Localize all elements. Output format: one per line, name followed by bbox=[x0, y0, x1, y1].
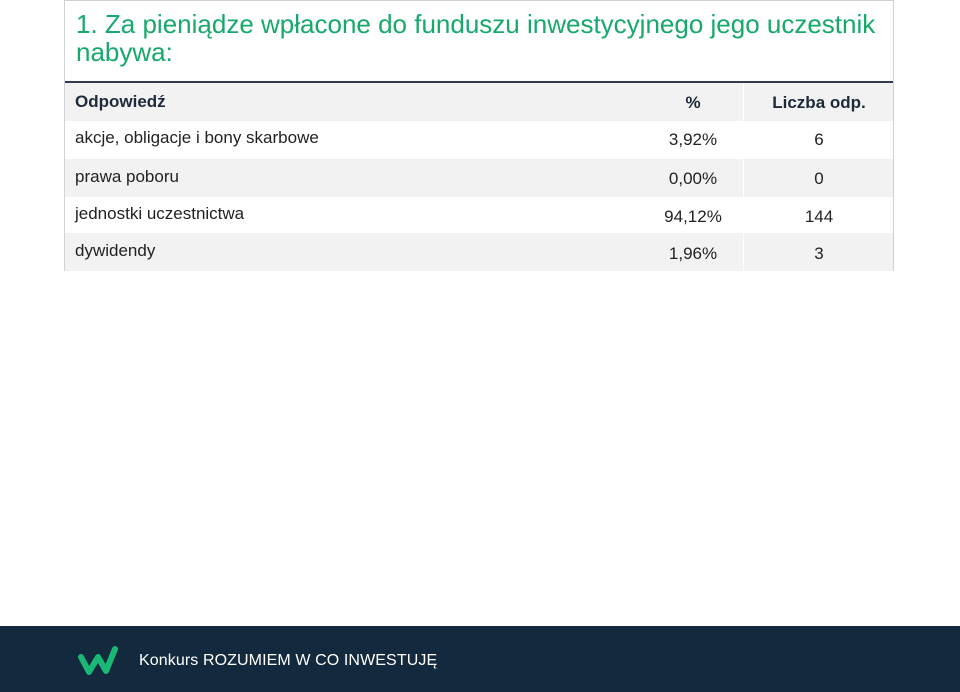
answer-cell: akcje, obligacje i bony skarbowe bbox=[75, 128, 319, 147]
answer-cell: jednostki uczestnictwa bbox=[75, 204, 245, 223]
answer-cell: prawa poboru bbox=[75, 167, 179, 186]
answer-cell: dywidendy bbox=[75, 241, 156, 260]
question-title: 1. Za pieniądze wpłacone do funduszu inw… bbox=[76, 9, 876, 67]
column-divider bbox=[743, 159, 744, 197]
count-cell: 6 bbox=[814, 130, 824, 149]
table-row: jednostki uczestnictwa 94,12% 144 bbox=[65, 197, 893, 235]
table-row: prawa poboru 0,00% 0 bbox=[65, 159, 893, 197]
results-card: 1. Za pieniądze wpłacone do funduszu inw… bbox=[64, 0, 894, 271]
footer-text: Konkurs ROZUMIEM W CO INWESTUJĘ bbox=[139, 652, 438, 669]
percent-cell: 94,12% bbox=[664, 207, 722, 226]
column-divider bbox=[743, 233, 744, 271]
w-logo-icon bbox=[78, 646, 118, 675]
percent-cell: 3,92% bbox=[668, 130, 718, 149]
table-row: akcje, obligacje i bony skarbowe 3,92% 6 bbox=[65, 121, 893, 159]
table-row: dywidendy 1,96% 3 bbox=[65, 233, 893, 271]
percent-cell: 0,00% bbox=[668, 169, 718, 188]
count-cell: 3 bbox=[814, 244, 824, 263]
column-header-count: Liczba odp. bbox=[772, 93, 866, 112]
column-header-percent: % bbox=[685, 93, 701, 112]
footer-bar: Konkurs ROZUMIEM W CO INWESTUJĘ bbox=[0, 626, 960, 692]
column-header-answer: Odpowiedź bbox=[75, 92, 166, 111]
count-cell: 144 bbox=[804, 207, 834, 226]
percent-cell: 1,96% bbox=[668, 244, 718, 263]
table-header: Odpowiedź % Liczba odp. bbox=[65, 81, 893, 121]
count-cell: 0 bbox=[814, 169, 824, 188]
column-divider bbox=[743, 83, 744, 121]
